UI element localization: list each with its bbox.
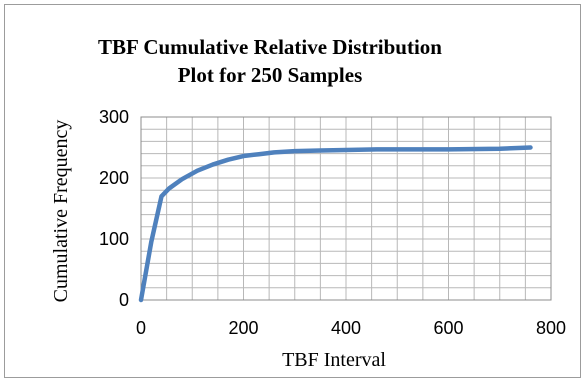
grid-layer [140, 116, 552, 301]
chart-frame: TBF Cumulative Relative Distribution Plo… [4, 4, 581, 378]
x-tick-label: 0 [136, 318, 146, 338]
series-layer [138, 145, 533, 303]
x-tick-label: 600 [433, 318, 463, 338]
series-line [138, 145, 533, 303]
y-tick-label: 100 [99, 229, 129, 249]
x-tick-label: 800 [536, 318, 566, 338]
chart-svg: TBF Cumulative Relative Distribution Plo… [50, 35, 566, 371]
plot-area-border [140, 116, 552, 301]
tick-layer: 0 200 400 600 800 0 100 200 300 [99, 107, 566, 338]
chart-title: TBF Cumulative Relative Distribution [98, 35, 442, 59]
y-tick-label: 200 [99, 168, 129, 188]
y-tick-label: 300 [99, 107, 129, 127]
x-axis-title: TBF Interval [282, 349, 386, 371]
y-axis-title: Cumulative Frequency [50, 120, 72, 303]
x-tick-label: 400 [331, 318, 361, 338]
x-tick-label: 200 [228, 318, 258, 338]
chart-subtitle: Plot for 250 Samples [178, 63, 363, 87]
y-tick-label: 0 [119, 290, 129, 310]
